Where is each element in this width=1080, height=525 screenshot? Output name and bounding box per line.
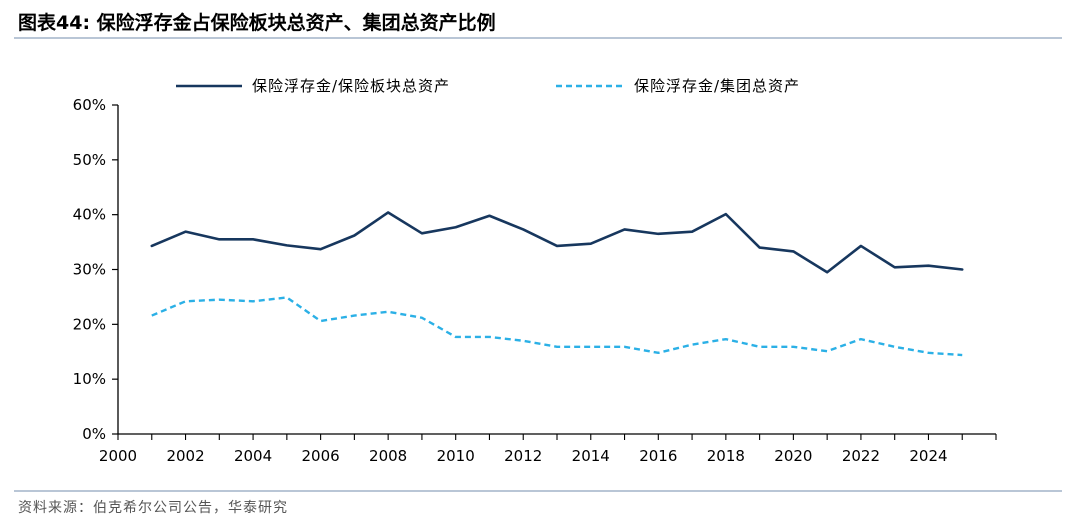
x-tick-label: 2022 (842, 447, 880, 465)
legend-label-2: 保险浮存金/集团总资产 (634, 77, 800, 95)
footer-divider (14, 490, 1062, 492)
legend: 保险浮存金/保险板块总资产 保险浮存金/集团总资产 (176, 77, 800, 95)
header-divider (14, 37, 1062, 39)
x-tick-label: 2014 (572, 447, 610, 465)
y-tick-label: 20% (73, 315, 106, 333)
y-tick-label: 30% (73, 261, 106, 279)
series-layer (150, 211, 964, 357)
y-tick-label: 10% (73, 370, 106, 388)
x-tick-label: 2000 (99, 447, 137, 465)
x-tick-label: 2020 (774, 447, 812, 465)
chart-title: 图表44: 保险浮存金占保险板块总资产、集团总资产比例 (18, 12, 496, 34)
y-tick-label: 60% (73, 96, 106, 114)
x-tick-label: 2006 (302, 447, 340, 465)
y-tick-label: 40% (73, 206, 106, 224)
x-tick-label: 2024 (909, 447, 947, 465)
y-tick-label: 0% (82, 425, 106, 443)
x-tick-label: 2008 (369, 447, 407, 465)
legend-label-1: 保险浮存金/保险板块总资产 (252, 77, 450, 95)
x-axis: 2000 2002 2004 2006 2008 2010 2012 2014 2016 2018… (99, 433, 997, 465)
y-tick-label: 50% (73, 151, 106, 169)
x-tick-label: 2012 (504, 447, 542, 465)
source-note: 资料来源：伯克希尔公司公告，华泰研究 (18, 500, 288, 516)
y-axis: 0% 10% 20% 30% 40% 50% 60% (73, 96, 119, 443)
x-tick-label: 2002 (166, 447, 204, 465)
x-tick-label: 2010 (437, 447, 475, 465)
line-chart: 保险浮存金/保险板块总资产 保险浮存金/集团总资产 0% 10% 20% 30% 40% 5… (73, 77, 997, 465)
series-line-1 (150, 211, 964, 274)
x-tick-label: 2004 (234, 447, 272, 465)
x-tick-label: 2016 (639, 447, 677, 465)
x-tick-label: 2018 (707, 447, 745, 465)
series-line-2 (151, 296, 963, 357)
